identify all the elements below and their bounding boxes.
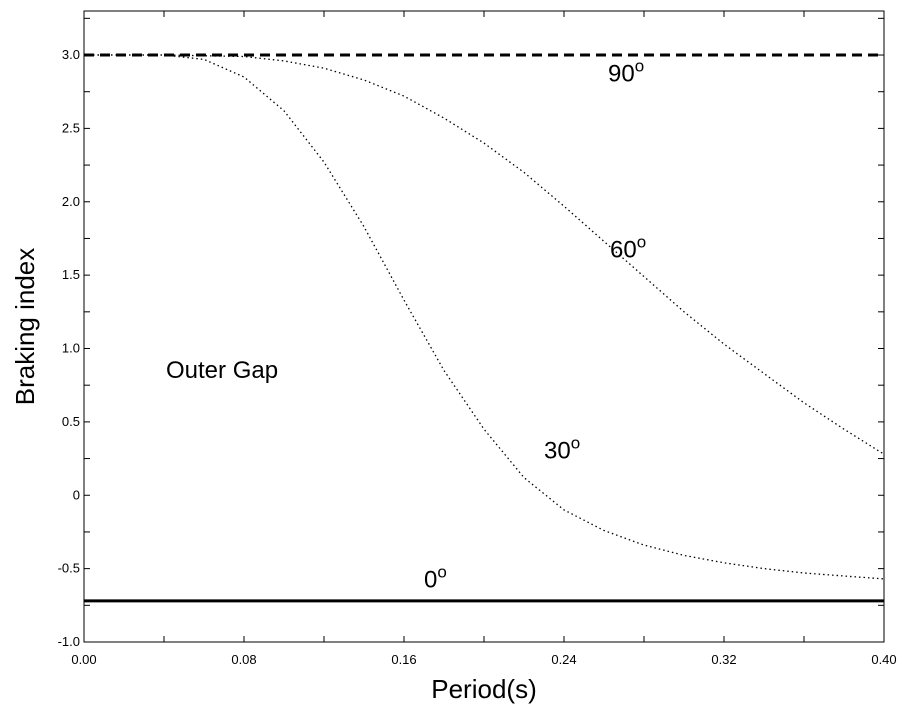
y-axis-title: Braking index	[10, 248, 40, 406]
angle-label: 30o	[544, 434, 580, 465]
angle-label: 0o	[424, 563, 447, 594]
series-line-60o	[84, 54, 885, 455]
y-tick-label: 0.5	[62, 414, 80, 429]
x-tick-label: 0.16	[391, 652, 416, 667]
y-tick-label: 2.0	[62, 194, 80, 209]
y-tick-label: -1.0	[58, 634, 80, 649]
angle-label: 90o	[608, 56, 644, 87]
series-layer	[84, 53, 885, 603]
y-tick-label: 1.5	[62, 267, 80, 282]
y-tick-label: 2.5	[62, 120, 80, 135]
x-tick-label: 0.00	[71, 652, 96, 667]
x-tick-label: 0.24	[551, 652, 576, 667]
y-tick-label: -0.5	[58, 561, 80, 576]
x-tick-label: 0.40	[871, 652, 896, 667]
series-line-30o	[84, 54, 885, 580]
x-axis-title: Period(s)	[431, 674, 536, 704]
x-tick-label: 0.08	[231, 652, 256, 667]
x-tick-label: 0.32	[711, 652, 736, 667]
y-tick-label: 3.0	[62, 47, 80, 62]
outer-gap-label: Outer Gap	[166, 357, 278, 384]
ticks-layer: 0.00 0.08 0.16 0.24 0.32 0.40 -1.0 -0.5 0 0.5 1.0 1…	[58, 11, 897, 667]
annotation-layer: 0o 30o 60o 90o	[424, 56, 646, 593]
y-tick-label: 0	[73, 487, 80, 502]
y-tick-label: 1.0	[62, 341, 80, 356]
angle-label: 60o	[610, 233, 646, 264]
